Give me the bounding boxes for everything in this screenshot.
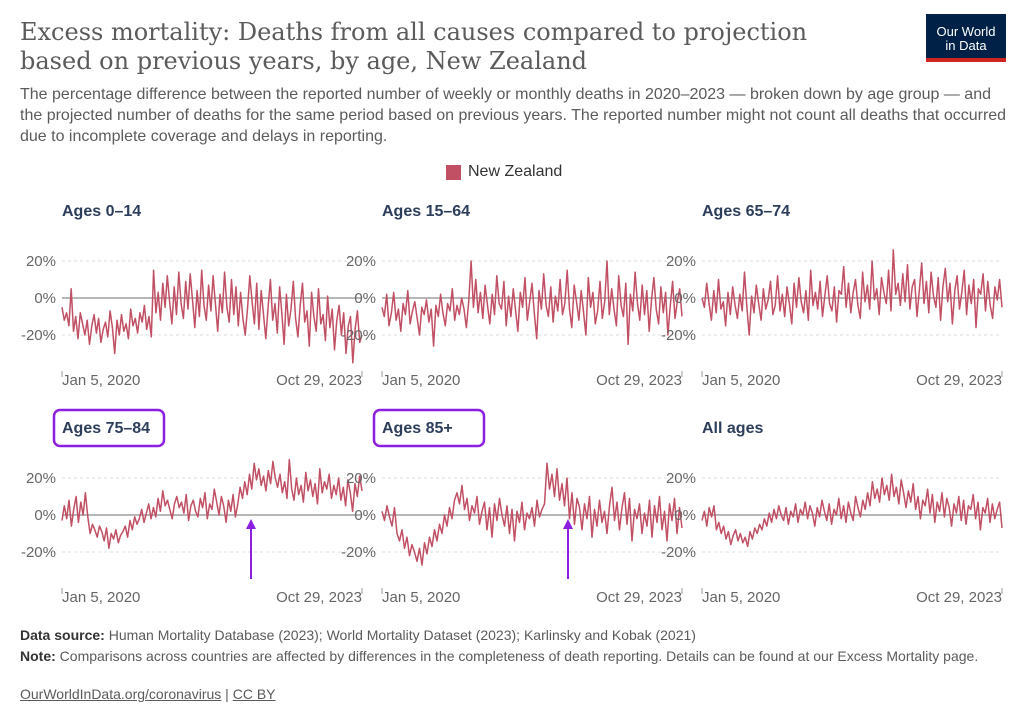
x-tick-label-start: Jan 5, 2020 — [62, 372, 140, 389]
data-source-line: Data source: Human Mortality Database (2… — [20, 626, 1010, 644]
owid-logo[interactable]: Our World in Data — [926, 14, 1006, 62]
x-tick-label-end: Oct 29, 2023 — [276, 372, 362, 389]
y-tick-label: -20% — [661, 544, 696, 561]
source-label: Data source: — [20, 627, 105, 643]
footer-separator: | — [225, 686, 229, 702]
y-tick-label: -20% — [661, 327, 696, 344]
y-tick-label: 0% — [674, 290, 696, 307]
note-text: Comparisons across countries are affecte… — [59, 648, 979, 664]
panel-1: Ages 0–14 20% 0% -20% Jan 5, 2020 Oct 29, 202… — [21, 203, 363, 389]
series-line-new-zealand — [61, 458, 363, 550]
panel-title: Ages 75–84 — [62, 420, 150, 437]
x-tick-label-end: Oct 29, 2023 — [596, 372, 682, 389]
annotation-arrow-head — [563, 519, 573, 529]
logo-line-1: Our World — [936, 24, 996, 39]
panel-3: Ages 65–74 20% 0% -20% Jan 5, 2020 Oct 29, 20… — [661, 203, 1003, 389]
note-block: Note: Comparisons across countries are a… — [20, 647, 1010, 665]
logo-line-2: in Data — [945, 38, 987, 53]
y-tick-label: 0% — [34, 507, 56, 524]
panel-4: Ages 75–84 20% 0% -20% Jan 5, 2020 Oct 29, 20… — [21, 408, 363, 606]
series-line-new-zealand — [381, 462, 683, 566]
x-tick-label-start: Jan 5, 2020 — [62, 589, 140, 606]
panel-title: Ages 15–64 — [382, 203, 470, 220]
note-label: Note: — [20, 648, 56, 664]
x-tick-label-end: Oct 29, 2023 — [596, 589, 682, 606]
panel-5: Ages 85+ 20% 0% -20% Jan 5, 2020 Oct 29, 2023 — [341, 408, 683, 606]
small-multiples-chart: Ages 0–14 20% 0% -20% Jan 5, 2020 Oct 29, 202… — [21, 203, 1003, 606]
y-tick-label: 20% — [666, 470, 696, 487]
x-tick-label-end: Oct 29, 2023 — [276, 589, 362, 606]
panel-title-highlight — [52, 408, 166, 448]
panel-title-highlight — [372, 408, 486, 448]
y-tick-label: -20% — [21, 327, 56, 344]
panel-title: All ages — [702, 420, 763, 437]
y-tick-label: -20% — [341, 327, 376, 344]
footer-links: OurWorldInData.org/coronavirus | CC BY — [20, 685, 1010, 703]
source-text: Human Mortality Database (2023); World M… — [108, 627, 696, 643]
legend-label: New Zealand — [468, 163, 563, 180]
y-tick-label: 0% — [354, 507, 376, 524]
legend[interactable]: New Zealand — [446, 162, 562, 182]
x-tick-label-start: Jan 5, 2020 — [702, 372, 780, 389]
series-line-new-zealand — [701, 473, 1003, 548]
chart-title: Excess mortality: Deaths from all causes… — [20, 18, 808, 75]
series-line-new-zealand — [701, 249, 1003, 336]
owid-link[interactable]: OurWorldInData.org/coronavirus — [20, 686, 222, 702]
y-tick-label: 0% — [674, 507, 696, 524]
y-tick-label: 20% — [346, 470, 376, 487]
x-tick-label-start: Jan 5, 2020 — [382, 372, 460, 389]
panel-2: Ages 15–64 20% 0% -20% Jan 5, 2020 Oct 29, 20… — [341, 203, 683, 389]
y-tick-label: 20% — [346, 253, 376, 270]
y-tick-label: 20% — [26, 470, 56, 487]
panel-title: Ages 65–74 — [702, 203, 790, 220]
series-line-new-zealand — [381, 260, 683, 347]
x-tick-label-start: Jan 5, 2020 — [382, 589, 460, 606]
y-tick-label: 20% — [26, 253, 56, 270]
panel-title: Ages 85+ — [382, 420, 453, 437]
y-tick-label: 0% — [354, 290, 376, 307]
annotation-arrow-head — [246, 519, 256, 529]
panel-6: All ages 20% 0% -20% Jan 5, 2020 Oct 29, 2023 — [661, 420, 1003, 606]
x-tick-label-start: Jan 5, 2020 — [702, 589, 780, 606]
license-link[interactable]: CC BY — [232, 686, 276, 702]
y-tick-label: 0% — [34, 290, 56, 307]
x-tick-label-end: Oct 29, 2023 — [916, 589, 1002, 606]
series-line-new-zealand — [61, 269, 363, 364]
y-tick-label: 20% — [666, 253, 696, 270]
x-tick-label-end: Oct 29, 2023 — [916, 372, 1002, 389]
panel-title: Ages 0–14 — [62, 203, 141, 220]
y-tick-label: -20% — [341, 544, 376, 561]
legend-swatch — [446, 164, 461, 180]
chart-subtitle: The percentage difference between the re… — [20, 86, 1007, 145]
y-tick-label: -20% — [21, 544, 56, 561]
